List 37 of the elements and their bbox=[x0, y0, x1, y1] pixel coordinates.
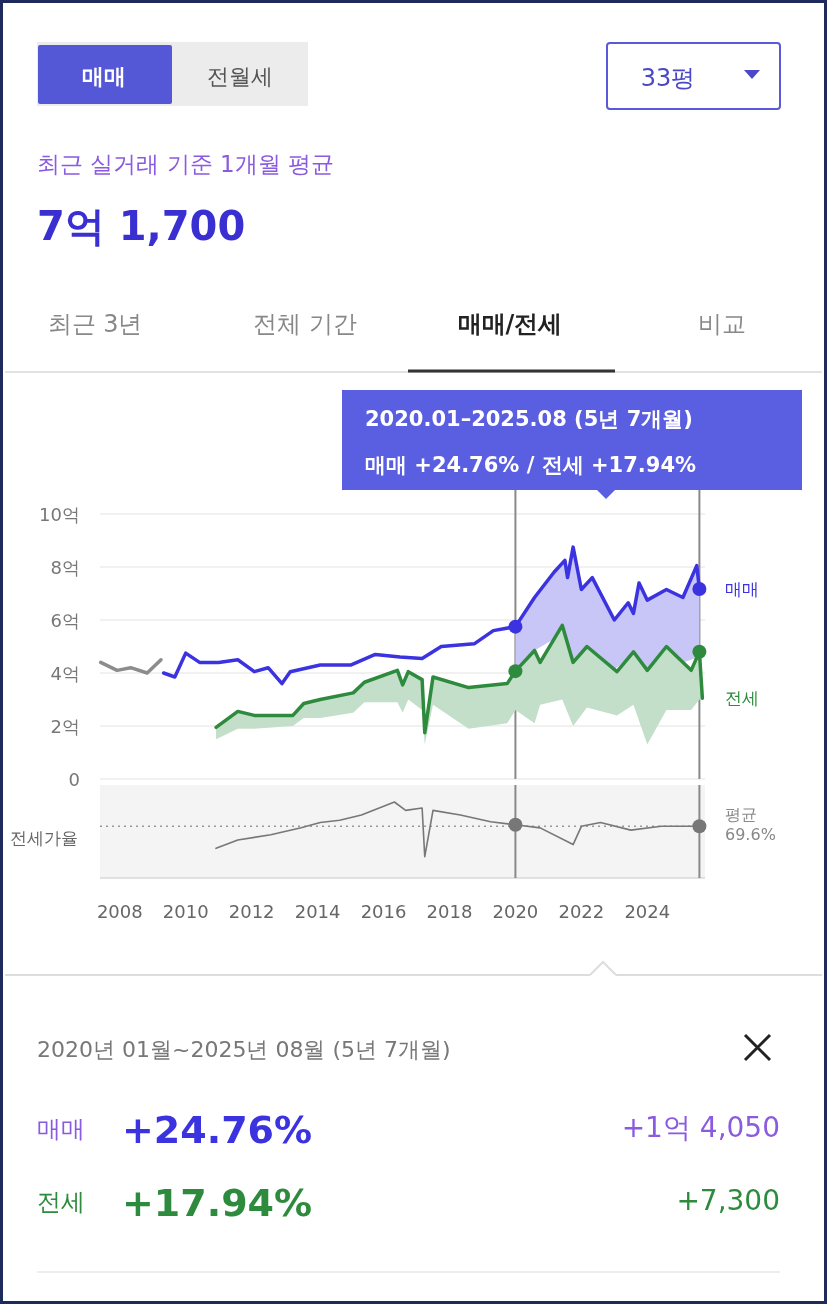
text: 매매 bbox=[37, 1115, 85, 1143]
x-tick-label: 2008 bbox=[96, 901, 143, 922]
y-tick-label: 0 bbox=[68, 769, 80, 790]
series-label: 전세 bbox=[725, 688, 759, 709]
y-tick-label: 8억 bbox=[50, 557, 80, 578]
text: 최근 3년 bbox=[47, 310, 143, 338]
text: 매매 +24.76% / 전세 +17.94% bbox=[365, 453, 697, 477]
x-tick-label: 2010 bbox=[162, 901, 209, 922]
text: +17.94% bbox=[122, 1181, 313, 1225]
ref-line-label: 평균 69.6% bbox=[725, 805, 776, 845]
series-label: 매매 bbox=[725, 578, 759, 599]
x-tick-label: 2014 bbox=[294, 901, 341, 922]
x-tick-label: 2024 bbox=[624, 901, 671, 922]
text: +1억 4,050 bbox=[621, 1111, 780, 1144]
x-tick-label: 2012 bbox=[228, 901, 275, 922]
text: 전월세 bbox=[207, 64, 273, 89]
y-tick-label: 6억 bbox=[50, 610, 80, 631]
text: 전체 기간 bbox=[253, 310, 357, 338]
text: +7,300 bbox=[676, 1184, 780, 1217]
x-tick-label: 2016 bbox=[360, 901, 407, 922]
y-tick-label: 2억 bbox=[50, 716, 80, 737]
chart-title: 7억 1,700 bbox=[37, 203, 246, 249]
text: 33평 bbox=[640, 64, 696, 92]
text: 최근 실거래 기준 1개월 평균 bbox=[37, 151, 334, 177]
x-tick-label: 2020 bbox=[492, 901, 539, 922]
text: 2020년 01월~2025년 08월 (5년 7개월) bbox=[37, 1037, 451, 1062]
text: 매매/전세 bbox=[457, 310, 563, 338]
text: +24.76% bbox=[122, 1108, 313, 1152]
text: 매매 bbox=[82, 64, 126, 89]
x-tick-label: 2018 bbox=[426, 901, 473, 922]
y-tick-label: 10억 bbox=[39, 504, 80, 525]
x-tick-label: 2022 bbox=[558, 901, 605, 922]
text: 2020.01–2025.08 (5년 7개월) bbox=[365, 407, 693, 431]
y-axis-title: 전세가율 bbox=[10, 828, 78, 848]
text: 전세 bbox=[37, 1188, 85, 1216]
y-tick-label: 4억 bbox=[50, 663, 80, 684]
text: 비교 bbox=[698, 310, 746, 338]
